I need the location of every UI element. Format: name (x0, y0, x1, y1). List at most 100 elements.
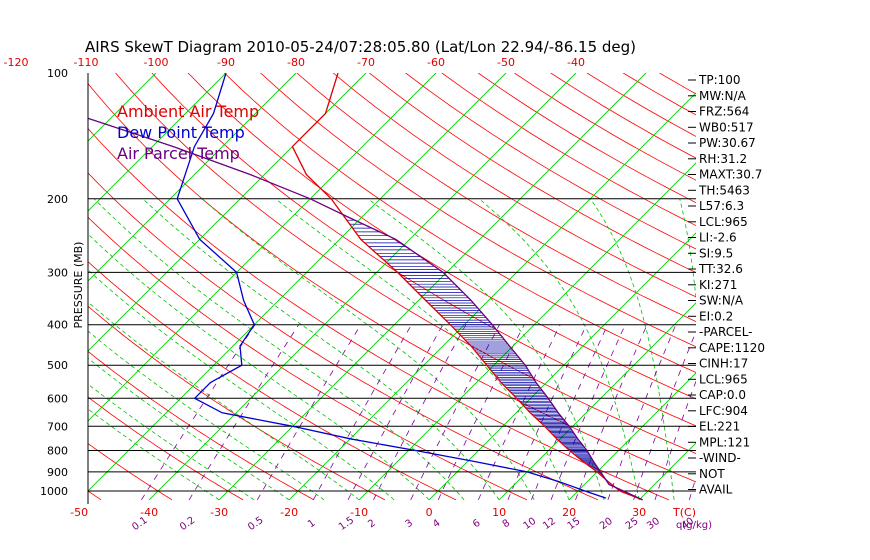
stability-index-label: TT:32.6 (698, 262, 743, 276)
pressure-tick-label: 500 (47, 359, 68, 372)
bottom-temperature-tick-label: 20 (562, 506, 576, 519)
stability-index-label: TP:100 (698, 73, 741, 87)
mixing-ratio-line (256, 324, 362, 501)
dry-adiabat (151, 73, 696, 427)
mixing-ratio-line (477, 324, 561, 501)
mixing-ratio-unit-label: q(g/kg) (676, 520, 712, 531)
bottom-temperature-tick-label: 10 (492, 506, 506, 519)
stability-index-label: TH:5463 (698, 183, 750, 197)
stability-index-label: RH:31.2 (699, 152, 747, 166)
mixing-ratio-tick-label: 0.2 (178, 515, 197, 533)
legend-dew-point-temp: Dew Point Temp (117, 123, 245, 142)
mixing-ratio-tick-label: 30 (645, 516, 662, 532)
dry-adiabat (88, 443, 173, 501)
stability-index-label: LCL:965 (699, 215, 748, 229)
y-axis-label: PRESSURE (MB) (72, 242, 85, 329)
pressure-tick-label: 100 (47, 67, 68, 80)
moist-adiabat (88, 357, 290, 501)
isotherm (148, 73, 577, 501)
moist-adiabat (679, 198, 696, 303)
stability-index-label: CAPE:1120 (699, 341, 765, 355)
mixing-ratio-tick-label: 20 (598, 516, 615, 532)
top-temperature-tick-label: -50 (497, 56, 515, 69)
dry-adiabat (296, 73, 696, 323)
legend: Ambient Air Temp Dew Point Temp Air Parc… (117, 102, 259, 163)
isotherm (88, 73, 437, 422)
isotherm (88, 73, 507, 492)
mixing-ratio-tick-label: 1 (306, 518, 318, 531)
stability-index-label: AVAIL (699, 483, 733, 497)
mixing-ratio-tick-label: 3 (404, 518, 416, 531)
mixing-ratio-tick-label: 10 (522, 516, 539, 532)
pressure-tick-label: 200 (47, 193, 68, 206)
moist-adiabat (88, 269, 395, 501)
dry-adiabat (0, 73, 30, 500)
top-temperature-tick-label: -120 (4, 56, 29, 69)
dry-adiabat (841, 73, 870, 500)
x-axis-label: T(C) (672, 506, 696, 519)
moist-adiabat (201, 198, 535, 501)
data-layer (88, 73, 643, 501)
pressure-tick-label: 700 (47, 420, 68, 433)
dry-adiabat (187, 73, 696, 400)
dry-adiabat (88, 172, 599, 501)
top-temperature-tick-label: -110 (74, 56, 99, 69)
top-temperature-tick-label: -40 (567, 56, 585, 69)
moist-adiabat (478, 198, 640, 500)
dry-adiabat (768, 73, 870, 500)
series-dew-point-temp (176, 73, 607, 499)
mixing-ratio-tick-label: 0.5 (246, 515, 265, 533)
dry-adiabat (88, 490, 102, 501)
stability-index-label: -WIND- (699, 451, 741, 465)
legend-air-parcel-temp: Air Parcel Temp (117, 144, 240, 163)
moist-adiabat (88, 233, 430, 501)
mixing-ratio-line (188, 324, 300, 501)
isotherm (568, 372, 696, 501)
bottom-temperature-tick-label: 0 (426, 506, 433, 519)
dry-adiabat (260, 73, 696, 348)
moist-adiabats (88, 198, 696, 501)
stability-index-label: EI:0.2 (699, 309, 733, 323)
top-temperature-tick-label: -80 (287, 56, 305, 69)
moist-adiabat (142, 198, 500, 501)
stability-index-label: EL:221 (699, 420, 740, 434)
isotherm (0, 73, 16, 500)
legend-ambient-air-temp: Ambient Air Temp (117, 102, 259, 121)
mixing-ratio-line (410, 324, 500, 501)
bottom-temperature-tick-label: -20 (280, 506, 298, 519)
mixing-ratio-line (575, 324, 648, 501)
moist-adiabat (88, 301, 360, 501)
mixing-ratio-tick-label: 4 (431, 518, 443, 531)
stability-index-label: WB0:517 (699, 120, 754, 134)
stability-index-label: MPL:121 (699, 435, 750, 449)
top-temperature-tick-label: -60 (427, 56, 445, 69)
stability-index-label: LFC:904 (699, 404, 748, 418)
bottom-temperature-tick-label: -40 (140, 506, 158, 519)
dry-adiabat (88, 350, 315, 501)
dry-adiabat (332, 73, 696, 298)
bottom-temperature-tick-label: -50 (70, 506, 88, 519)
dry-adiabat (88, 216, 528, 501)
mixing-ratio-line (373, 324, 467, 501)
stability-index-label: SW:N/A (699, 294, 744, 308)
isotherm (358, 162, 696, 501)
bottom-temperature-tick-label: -10 (350, 506, 368, 519)
top-temperature-tick-label: -90 (217, 56, 235, 69)
pressure-tick-labels: 100 200 300 400 500 600 700 800 900 1000 (40, 67, 68, 498)
top-temperature-tick-label: -100 (144, 56, 169, 69)
moist-adiabat (88, 408, 220, 501)
dry-adiabat (514, 73, 696, 181)
mixing-ratio-tick-label: 8 (501, 518, 513, 531)
stability-index-label: MAXT:30.7 (699, 168, 762, 182)
pressure-tick-label: 900 (47, 466, 68, 479)
moist-adiabat (88, 383, 255, 501)
stability-index-label: L57:6.3 (699, 199, 744, 213)
isotherm (88, 73, 227, 212)
stability-index-label: NOT (699, 467, 725, 481)
stability-index-label: MW:N/A (699, 89, 747, 103)
mixing-ratio-tick-label: 2 (366, 518, 378, 531)
top-temperature-tick-label: -70 (357, 56, 375, 69)
moist-adiabat (367, 198, 605, 500)
dry-adiabat (224, 73, 696, 373)
mixing-ratio-line (550, 324, 626, 501)
